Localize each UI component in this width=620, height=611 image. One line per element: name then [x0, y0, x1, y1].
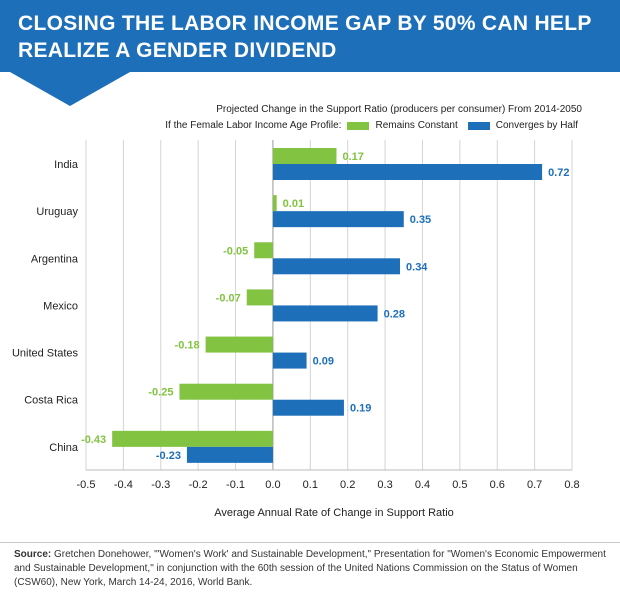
x-tick-label: 0.4	[415, 479, 430, 491]
x-tick-label: -0.5	[77, 479, 96, 491]
legend-swatch-converges-by-half	[467, 121, 490, 130]
category-label: India	[54, 159, 79, 171]
category-label: United States	[12, 348, 79, 360]
legend-label-remains-constant: Remains Constant	[375, 120, 458, 131]
x-tick-label: 0.3	[377, 479, 392, 491]
source-divider	[0, 542, 620, 543]
x-tick-label: 0.2	[340, 479, 355, 491]
legend-title: Projected Change in the Support Ratio (p…	[216, 104, 582, 115]
category-label: Mexico	[43, 300, 78, 312]
data-label: -0.18	[175, 340, 200, 352]
category-label: Uruguay	[36, 206, 78, 218]
banner-shape	[0, 0, 620, 106]
x-axis-title: Average Annual Rate of Change in Support…	[214, 507, 454, 519]
data-label: 0.72	[548, 167, 569, 179]
data-label: -0.25	[148, 387, 173, 399]
bar	[272, 164, 543, 180]
bar	[272, 211, 404, 228]
bar	[272, 352, 307, 369]
bar	[272, 195, 277, 212]
bar	[272, 148, 337, 164]
x-tick-label: 0.5	[452, 479, 467, 491]
category-label: Costa Rica	[24, 395, 79, 407]
title-banner	[0, 0, 620, 108]
x-tick-label: -0.3	[151, 479, 170, 491]
x-tick-label: 0.7	[527, 479, 542, 491]
legend-label-converges-by-half: Converges by Half	[495, 120, 578, 131]
legend-swatch-remains-constant	[347, 121, 370, 130]
category-label: Argentina	[31, 253, 79, 265]
data-label: 0.35	[410, 214, 431, 226]
bar	[205, 336, 273, 353]
bar-chart: -0.5 -0.4 -0.3 -0.2 -0.1 0.0 0.1 0.2 0.3 0.4 0.5 0.…	[12, 140, 580, 519]
bar	[112, 430, 273, 447]
bar	[186, 446, 273, 463]
x-tick-label: -0.4	[114, 479, 133, 491]
data-label: 0.34	[406, 261, 428, 273]
x-tick-label: 0.6	[490, 479, 505, 491]
x-tick-label: -0.2	[189, 479, 208, 491]
bar	[272, 258, 401, 275]
chart-title-line-2: REALIZE A GENDER DIVIDEND	[18, 39, 337, 62]
data-label: 0.28	[384, 308, 405, 320]
data-label: -0.05	[223, 245, 248, 257]
source-text: Gretchen Donehower, "'Women's Work' and …	[14, 549, 606, 588]
bar	[246, 289, 273, 306]
bar	[272, 305, 378, 322]
bar	[272, 399, 344, 416]
data-label: 0.01	[283, 198, 304, 210]
data-label: -0.23	[156, 450, 181, 462]
category-label: China	[49, 442, 79, 454]
x-tick-label: -0.1	[226, 479, 245, 491]
legend-prefix: If the Female Labor Income Age Profile:	[165, 120, 342, 131]
x-tick-label: 0.8	[564, 479, 579, 491]
bar	[179, 383, 273, 400]
chart-title-line-1: CLOSING THE LABOR INCOME GAP BY 50% CAN …	[18, 12, 592, 35]
x-tick-label: 0.0	[265, 479, 280, 491]
bar	[254, 242, 273, 259]
data-label: 0.19	[350, 403, 371, 415]
data-label: -0.07	[216, 292, 241, 304]
data-label: 0.09	[313, 356, 334, 368]
data-label: 0.17	[342, 151, 363, 163]
source-label: Source:	[14, 549, 52, 560]
legend: If the Female Labor Income Age Profile: …	[165, 120, 582, 131]
x-tick-label: 0.1	[303, 479, 318, 491]
data-label: -0.43	[81, 434, 106, 446]
source-note: Source: Gretchen Donehower, "'Women's Wo…	[14, 548, 606, 590]
